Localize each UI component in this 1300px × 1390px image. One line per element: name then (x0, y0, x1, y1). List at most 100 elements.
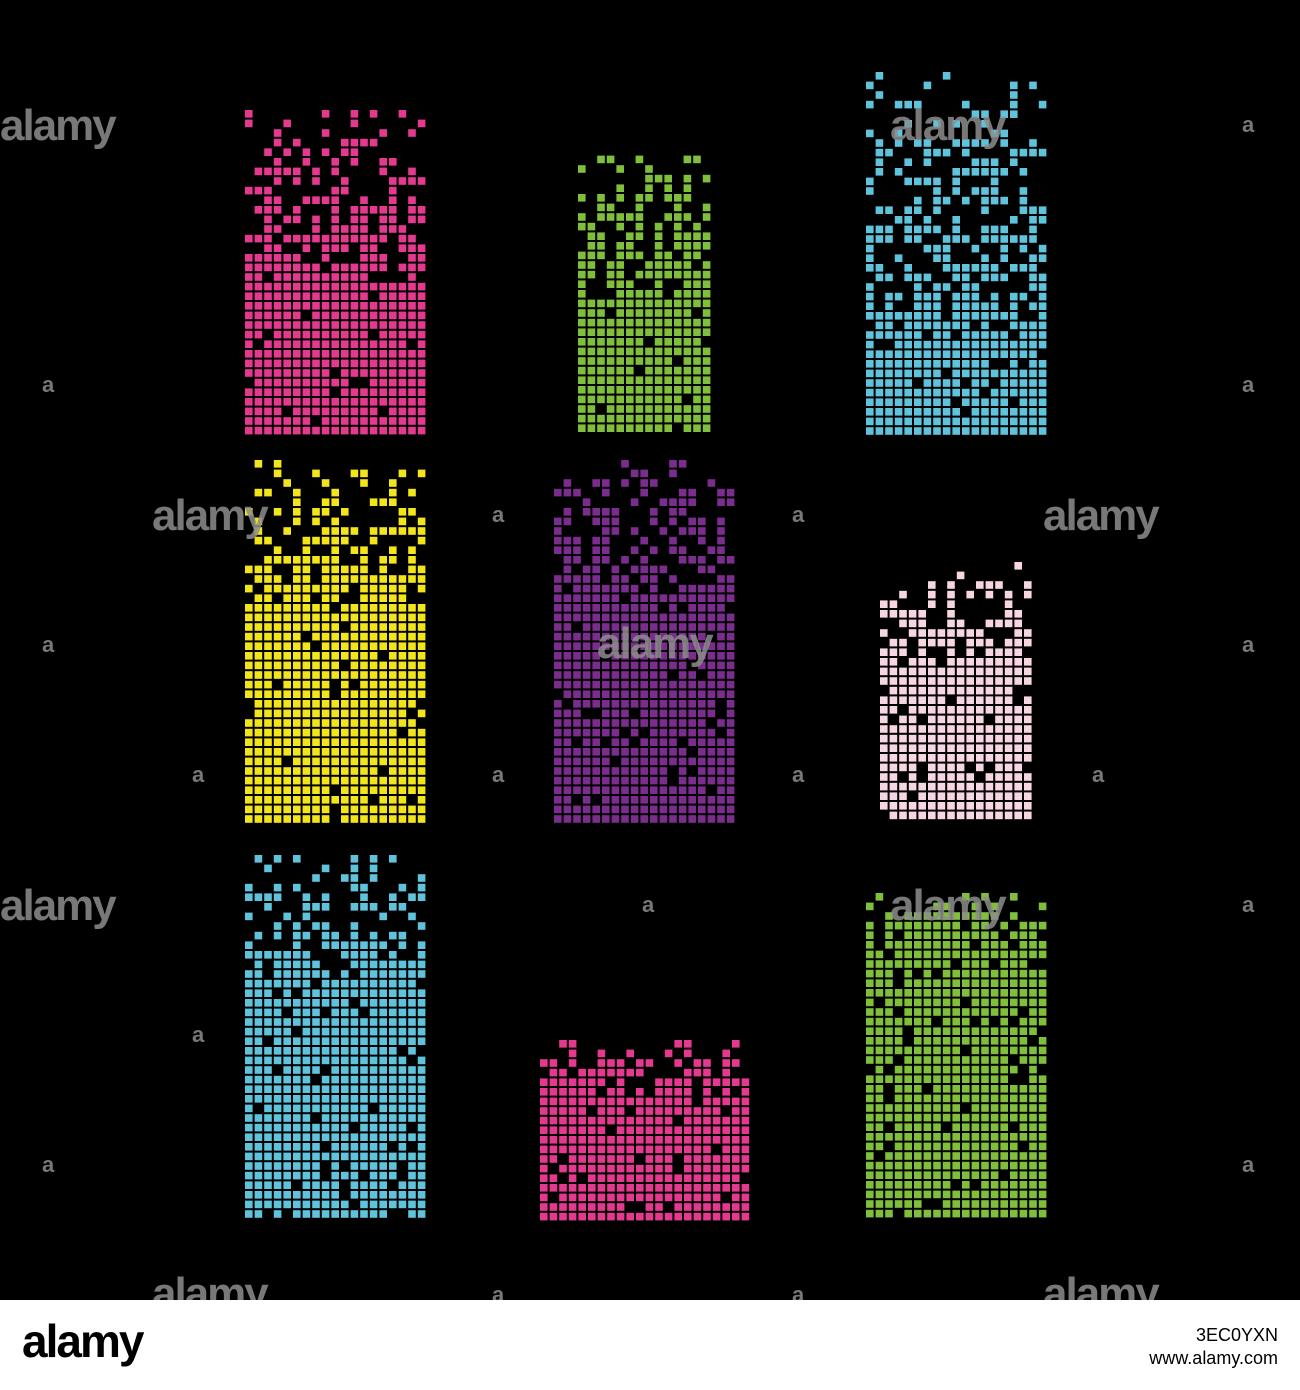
pixel (630, 786, 639, 794)
pixel (952, 417, 960, 426)
pixel (321, 1056, 330, 1065)
pixel (621, 776, 629, 785)
pixel (578, 165, 586, 173)
pixel (866, 1181, 874, 1189)
pixel (645, 1193, 654, 1202)
pixel (981, 187, 989, 195)
pixel (540, 1059, 548, 1067)
pixel (952, 979, 960, 987)
pixel (702, 395, 711, 404)
pixel (990, 1027, 999, 1035)
pixel (245, 1114, 253, 1122)
pixel (554, 680, 562, 689)
pixel (866, 1123, 874, 1131)
pixel (389, 1095, 397, 1103)
pixel (341, 786, 349, 794)
pixel (942, 408, 951, 416)
pixel (942, 235, 951, 243)
pixel (942, 340, 951, 349)
pixel (293, 167, 301, 176)
pixel (650, 661, 658, 670)
pixel (321, 700, 330, 708)
pixel (914, 340, 922, 349)
pixel (636, 1136, 644, 1144)
pixel (712, 1107, 721, 1115)
pixel (698, 690, 706, 698)
pixel (1024, 725, 1032, 733)
pixel (302, 350, 311, 358)
pixel (1029, 417, 1037, 426)
pixel (726, 642, 735, 650)
pixel (616, 1212, 625, 1221)
pixel (674, 1097, 682, 1106)
pixel (942, 1027, 951, 1035)
pixel (611, 517, 620, 526)
pixel (1038, 244, 1047, 253)
pixel (582, 690, 591, 698)
pixel (914, 1056, 922, 1064)
pixel (264, 748, 272, 756)
pixel (350, 350, 359, 358)
pixel (678, 700, 687, 708)
pixel (875, 206, 884, 214)
pixel (1038, 1056, 1047, 1064)
pixel (683, 251, 692, 260)
pixel (928, 686, 936, 695)
pixel (293, 138, 301, 147)
pixel (956, 725, 965, 733)
pixel (321, 642, 330, 650)
pixel (885, 912, 893, 920)
pixel (283, 302, 291, 310)
pixel (331, 311, 339, 320)
pixel (408, 311, 416, 320)
pixel (635, 222, 644, 231)
pixel (990, 417, 999, 426)
pixel (592, 680, 600, 689)
pixel (283, 623, 291, 631)
pixel (894, 1142, 903, 1151)
pixel (626, 1097, 634, 1106)
pixel (369, 282, 378, 291)
pixel (369, 369, 378, 377)
pixel (1014, 811, 1022, 820)
pixel (707, 546, 716, 554)
pixel (331, 738, 339, 746)
pixel (611, 767, 620, 775)
pixel (273, 167, 282, 176)
pixel (722, 1116, 730, 1125)
pixel (971, 998, 980, 1007)
pixel (635, 414, 644, 423)
pixel (293, 234, 301, 243)
pixel (990, 1123, 999, 1131)
pixel (417, 661, 426, 670)
pixel (726, 690, 735, 698)
pixel (592, 748, 600, 756)
pixel (417, 941, 426, 949)
pixel (563, 680, 572, 689)
pixel (971, 1209, 980, 1218)
pixel (990, 292, 999, 301)
pixel (379, 757, 387, 766)
pixel (1029, 369, 1037, 378)
pixel (1000, 1085, 1008, 1093)
pixel (312, 225, 320, 233)
pixel (302, 805, 311, 814)
pixel (369, 407, 378, 416)
pixel (933, 331, 941, 339)
pixel (933, 417, 941, 426)
pixel (379, 254, 387, 262)
pixel (674, 1184, 682, 1192)
pixel (966, 782, 974, 791)
pixel (559, 1212, 567, 1221)
pixel (321, 330, 330, 339)
pixel (408, 565, 416, 574)
pixel (899, 667, 907, 676)
pixel (389, 1047, 397, 1055)
pixel (321, 1047, 330, 1055)
pixel (602, 776, 610, 785)
pixel (578, 1116, 586, 1125)
pixel (684, 1164, 692, 1173)
pixel (981, 350, 989, 358)
pixel (369, 903, 378, 911)
pixel (971, 1123, 980, 1131)
